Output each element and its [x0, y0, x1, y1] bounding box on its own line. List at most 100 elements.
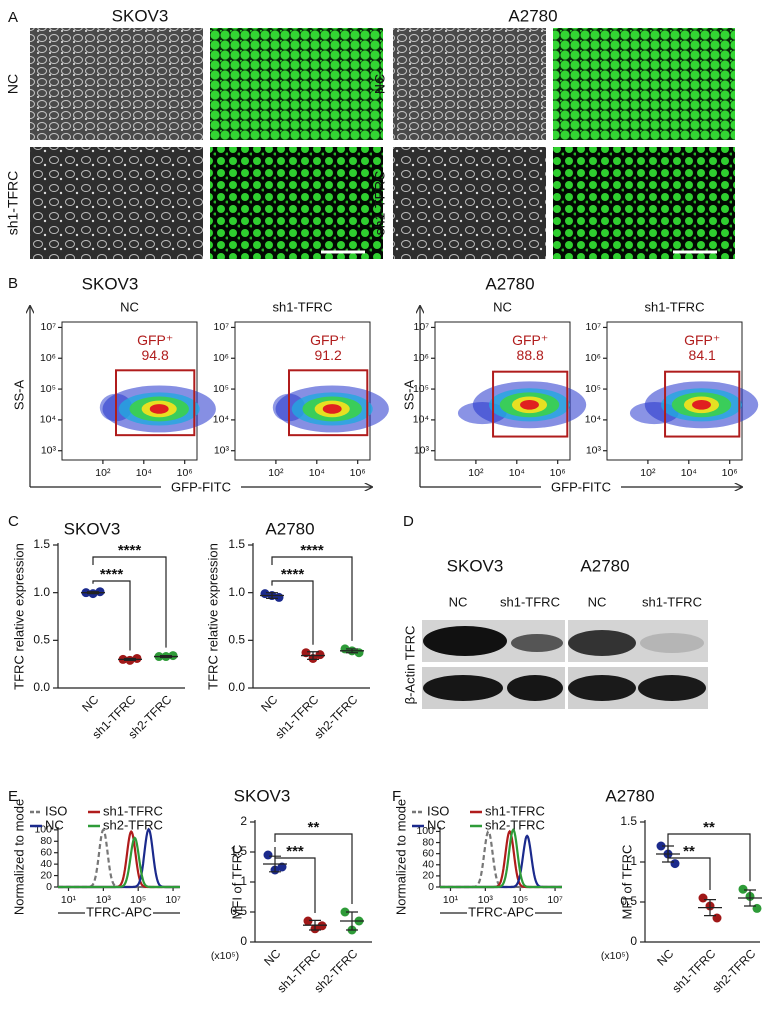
histogram-curve: [58, 828, 180, 889]
y-tick-label: 60: [422, 847, 434, 859]
blot-band: [511, 634, 563, 652]
y-tick-label: 10³: [41, 445, 57, 457]
significance-bracket: [92, 580, 131, 651]
error-bar: [160, 654, 172, 659]
blot-band: [568, 675, 636, 701]
significance-label: ****: [300, 542, 324, 559]
x-tick-label: 10⁴: [681, 467, 697, 479]
condition-label: NC: [120, 299, 139, 314]
condition-label: sh1-TFRC: [645, 299, 705, 314]
row-label: sh1-TFRC: [372, 171, 388, 236]
label-bg: [541, 479, 621, 495]
blot-band: [640, 633, 704, 653]
error-bar: [266, 592, 278, 599]
significance-label: ****: [100, 566, 124, 583]
row-label: NC: [5, 74, 21, 94]
gate-value: 88.8: [517, 347, 544, 363]
gate-value: 94.8: [142, 347, 169, 363]
density-cloud: [520, 399, 539, 410]
y-tick-label: 1.0: [228, 585, 245, 599]
lane-label: sh1-TFRC: [642, 594, 702, 609]
x-tick-label: sh2-TFRC: [311, 692, 360, 741]
y-tick-label: 0: [428, 881, 434, 893]
y-tick-label: 10³: [586, 445, 602, 457]
y-axis-label: MFI of TFRC: [619, 845, 634, 920]
y-tick-label: 10⁵: [413, 383, 429, 395]
x-tick-label: 10⁶: [177, 467, 193, 479]
gate-value: 84.1: [689, 347, 716, 363]
lane-label: NC: [588, 594, 607, 609]
blot-band: [423, 675, 503, 701]
error-bar: [346, 911, 358, 931]
significance-label: ***: [286, 843, 304, 860]
y-tick-label: 0: [240, 934, 247, 948]
gate-label: GFP⁺: [310, 332, 346, 348]
x-tick-label: 10¹: [443, 894, 459, 906]
significance-bracket: [274, 847, 316, 913]
legend-label: ISO: [427, 803, 449, 818]
x-tick-label: 10⁷: [547, 894, 563, 906]
x-tick-label: 10⁴: [309, 467, 325, 479]
gate-label: GFP⁺: [137, 332, 173, 348]
y-tick-label: 80: [40, 835, 52, 847]
y-tick-label: 10³: [214, 445, 230, 457]
data-point: [277, 862, 287, 872]
legend-label: NC: [45, 817, 64, 832]
y-tick-label: 0.5: [33, 633, 50, 647]
data-point: [752, 903, 762, 913]
x-tick-label: 10⁵: [512, 894, 528, 906]
legend-label: sh1-TFRC: [485, 803, 545, 818]
gate-value: 91.2: [315, 347, 342, 363]
y-tick-label: 0.0: [33, 680, 50, 694]
data-point: [712, 913, 722, 923]
y-axis-label: SS-A: [401, 380, 416, 411]
y-tick-label: 10⁶: [40, 352, 56, 364]
row-label: β-Actin TFRC: [402, 626, 417, 705]
data-point: [656, 841, 666, 851]
histogram-curve: [58, 827, 180, 889]
y-tick-label: 100: [416, 825, 434, 837]
legend-label: ISO: [45, 803, 67, 818]
cell-line-title: A2780: [580, 556, 629, 575]
gate: [115, 369, 196, 437]
fluorescence-image: [553, 28, 735, 140]
chart-title: A2780: [265, 519, 314, 538]
y-axis-label: TFRC relative expression: [205, 543, 220, 690]
density-cloud: [149, 404, 169, 414]
y-tick-label: 20: [422, 870, 434, 882]
y-axis-label: TFRC relative expression: [11, 543, 26, 690]
x-tick-label: 10²: [268, 467, 284, 479]
legend-label: sh1-TFRC: [103, 803, 163, 818]
x-axis-label: TFRC-APC: [86, 904, 152, 919]
histogram-curve: [58, 836, 180, 889]
y-tick-label: 10⁴: [413, 414, 429, 426]
chart-title: A2780: [605, 786, 654, 805]
gate-label: GFP⁺: [512, 332, 548, 348]
y-tick-label: 10⁶: [413, 352, 429, 364]
y-tick-label: 40: [40, 858, 52, 870]
x-tick-label: 10¹: [61, 894, 77, 906]
y-tick-label: 10³: [414, 445, 430, 457]
histogram-curve: [440, 829, 562, 889]
y-tick-label: 10⁷: [414, 321, 430, 333]
y-tick-label: 0.5: [230, 904, 247, 918]
lane-label: sh1-TFRC: [500, 594, 560, 609]
y-tick-label: 10⁷: [41, 321, 57, 333]
brightfield-image: [393, 28, 546, 140]
y-tick-label: 1.5: [620, 814, 637, 828]
y-tick-label: 1.5: [228, 537, 245, 551]
error-bar: [704, 899, 716, 917]
y-tick-label: 0.5: [228, 633, 245, 647]
unit-label: (x10⁵): [601, 950, 629, 962]
histogram-curve: [58, 830, 180, 889]
x-axis-label: TFRC-APC: [468, 904, 534, 919]
condition-label: sh1-TFRC: [273, 299, 333, 314]
x-tick-label: sh2-TFRC: [709, 946, 758, 995]
y-tick-label: 60: [40, 846, 52, 858]
legend-label: sh2-TFRC: [103, 817, 163, 832]
panel-label: C: [8, 513, 19, 530]
panel-label: B: [8, 275, 18, 292]
y-tick-label: 10⁷: [214, 321, 230, 333]
x-tick-label: 10⁶: [722, 467, 738, 479]
density-cloud: [322, 404, 342, 414]
